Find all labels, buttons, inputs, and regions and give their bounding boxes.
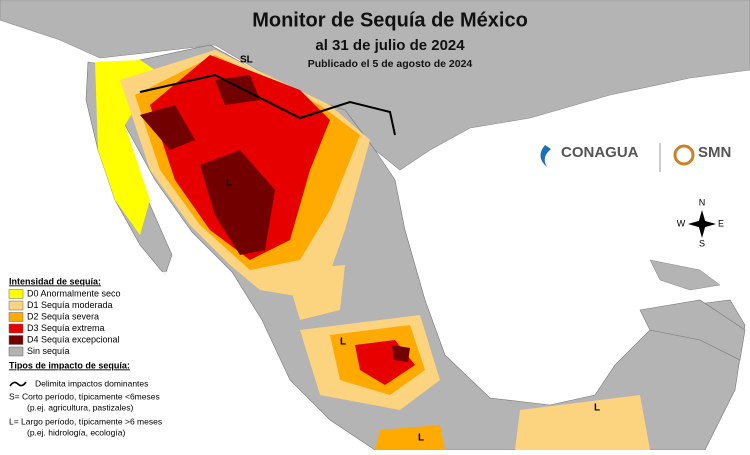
drought-d1-south xyxy=(285,265,650,450)
compass-s: S xyxy=(699,238,705,248)
impact-label: Delimita impactos dominantes xyxy=(35,378,148,388)
smn-icon xyxy=(673,144,695,166)
legend-items: D0 Anormalmente seco D1 Sequía moderadaD2… xyxy=(8,288,121,357)
legend-box xyxy=(4,272,189,448)
legend-swatch xyxy=(8,323,24,334)
impact-label: (p.ej. agricultura, pastizales) xyxy=(27,402,133,412)
impact-label: L= Largo período, típicamente >6 meses xyxy=(9,416,162,426)
compass-n: N xyxy=(699,197,706,207)
published: Publicado el 5 de agosto de 2024 xyxy=(308,58,473,70)
legend-swatch xyxy=(8,335,24,345)
map-label: L xyxy=(418,433,424,444)
impact-items: Delimita impactos dominantes S= Corto per… xyxy=(9,378,162,437)
map-label: L xyxy=(226,178,232,189)
title: Monitor de Sequía de México xyxy=(252,9,528,31)
compass-rose xyxy=(688,210,716,238)
impact-line-icon xyxy=(9,381,27,387)
yucatan-land xyxy=(639,299,746,361)
smn-logo: SMN xyxy=(698,144,731,161)
impact-boundary xyxy=(139,73,396,136)
drought-d4-south xyxy=(392,345,410,362)
legend-label: D1 Sequía moderada xyxy=(27,300,113,310)
conagua-icon xyxy=(540,145,551,167)
legend-swatch xyxy=(8,289,24,299)
legend-title: Intensidad de sequía: xyxy=(9,276,101,286)
map-label: L xyxy=(594,403,600,414)
subtitle: al 31 de julio de 2024 xyxy=(315,37,465,54)
impact-title: Tipos de impacto de sequía: xyxy=(9,360,130,370)
impact-label: S= Corto período, típicamente <6meses xyxy=(9,391,160,401)
conagua-logo: CONAGUA xyxy=(561,144,639,161)
map-label: L xyxy=(340,337,346,348)
legend-label: D2 Sequía severa xyxy=(27,311,99,321)
drought-d4 xyxy=(140,75,275,255)
compass-e: E xyxy=(718,218,724,228)
legend-label: D0 Anormalmente seco xyxy=(27,288,121,298)
legend-swatch xyxy=(8,312,24,322)
compass-w: W xyxy=(677,218,686,228)
legend-swatch xyxy=(8,300,24,311)
impact-label: (p.ej. hidrología, ecología) xyxy=(27,427,125,437)
legend-label: D3 Sequía extrema xyxy=(27,323,105,333)
map-label: SL xyxy=(240,55,253,66)
usa-land xyxy=(0,0,750,171)
legend-label: D4 Sequía excepcional xyxy=(27,334,120,344)
drought-d0 xyxy=(95,60,170,235)
legend-label: Sin sequía xyxy=(27,346,70,356)
cuba-land xyxy=(649,259,721,291)
legend-swatch xyxy=(8,346,24,357)
